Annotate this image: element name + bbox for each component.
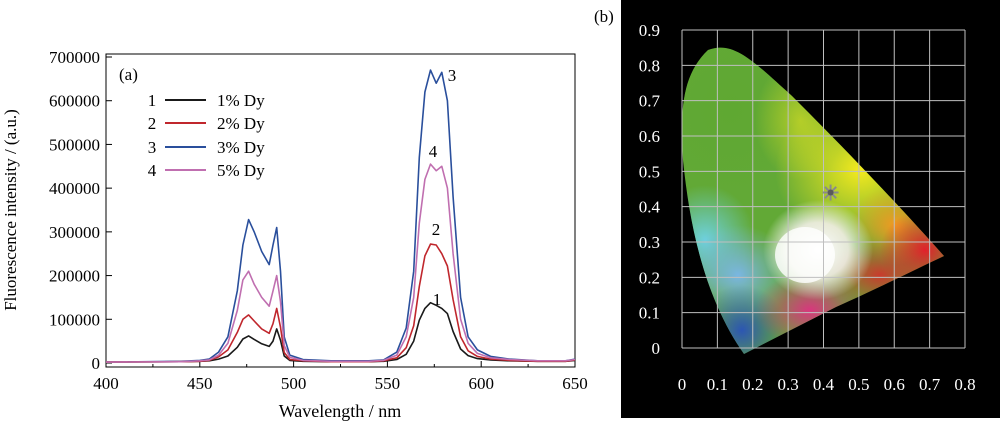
panel-b-label: (b): [594, 7, 614, 26]
y-tick-label: 100000: [49, 310, 100, 329]
y-tick-label: 300000: [49, 223, 100, 242]
legend-label: 1% Dy: [217, 91, 265, 110]
cie-y-tick-label: 0.3: [639, 233, 660, 252]
legend-index: 4: [148, 161, 157, 180]
y-tick-label: 700000: [49, 48, 100, 67]
cie-points: [822, 184, 839, 201]
cie-x-tick-label: 0.4: [813, 375, 835, 394]
cie-x-tick-label: 0: [678, 375, 687, 394]
cie-y-tick-label: 0.7: [639, 92, 661, 111]
x-axis-title: Wavelength / nm: [279, 401, 402, 421]
axis-ticks-a: 400 450 500 550 600 650 0 100000 200000 300000 400…: [49, 48, 588, 393]
legend-index: 1: [148, 91, 157, 110]
cie-x-tick-label: 0.8: [954, 375, 975, 394]
legend: 1 1% Dy 2 2% Dy 3 3% Dy 4 5% Dy: [148, 91, 265, 180]
panel-a-label: (a): [119, 65, 138, 84]
panel-a-line-chart: 400 450 500 550 600 650 0 100000 200000 300000 400…: [1, 48, 588, 421]
y-tick-label: 400000: [49, 179, 100, 198]
spectra-curves: [106, 69, 575, 363]
series-line-1: [106, 301, 575, 363]
x-tick-label: 600: [468, 374, 494, 393]
legend-index: 3: [148, 138, 157, 157]
cie-y-tick-label: 0.4: [639, 198, 661, 217]
x-tick-label: 650: [562, 374, 588, 393]
cie-x-tick-label: 0.5: [848, 375, 869, 394]
cie-x-tick-label: 0.6: [884, 375, 905, 394]
legend-index: 2: [148, 114, 157, 133]
x-tick-label: 550: [375, 374, 401, 393]
y-axis-title: Fluorescence intensity / (a.u.): [1, 109, 20, 311]
y-tick-label: 0: [92, 354, 101, 373]
cie-x-tick-label: 0.1: [707, 375, 728, 394]
peak-label: 1: [433, 290, 442, 309]
cie-y-tick-label: 0.2: [639, 268, 660, 287]
cie-star-marker: [822, 184, 839, 201]
series-line-4: [106, 163, 575, 363]
cie-y-tick-label: 0.6: [639, 127, 660, 146]
cie-y-tick-label: 0.8: [639, 56, 660, 75]
cie-y-tick-label: 0.9: [639, 21, 660, 40]
peak-labels: 1 2 3 4: [429, 66, 457, 309]
cie-x-tick-label: 0.7: [919, 375, 941, 394]
cie-y-tick-label: 0.5: [639, 162, 660, 181]
cie-grid: [681, 29, 966, 349]
x-tick-label: 450: [187, 374, 213, 393]
y-tick-label: 200000: [49, 267, 100, 286]
cie-y-tick-label: 0.1: [639, 304, 660, 323]
panel-b-cie-diagram: (b) 0 0.1 0.2 0.3 0.4 0.5 0.6 0.7 0.800.10.20.30…: [594, 0, 1000, 418]
series-line-2: [106, 243, 575, 363]
x-tick-label: 400: [93, 374, 119, 393]
y-tick-label: 600000: [49, 92, 100, 111]
peak-label: 4: [429, 142, 438, 161]
cie-tick-labels: 0 0.1 0.2 0.3 0.4 0.5 0.6 0.7 0.8 0 0.1 0.2 0.3 0.4 0.…: [639, 21, 976, 394]
legend-label: 2% Dy: [217, 114, 265, 133]
cie-y-tick-label: 0: [652, 339, 661, 358]
cie-x-tick-label: 0.3: [778, 375, 799, 394]
y-tick-label: 500000: [49, 135, 100, 154]
series-line-3: [106, 69, 575, 363]
peak-label: 2: [432, 220, 441, 239]
cie-x-tick-label: 0.2: [742, 375, 763, 394]
x-tick-label: 500: [281, 374, 307, 393]
peak-label: 3: [448, 66, 457, 85]
legend-label: 3% Dy: [217, 138, 265, 157]
legend-label: 5% Dy: [217, 161, 265, 180]
